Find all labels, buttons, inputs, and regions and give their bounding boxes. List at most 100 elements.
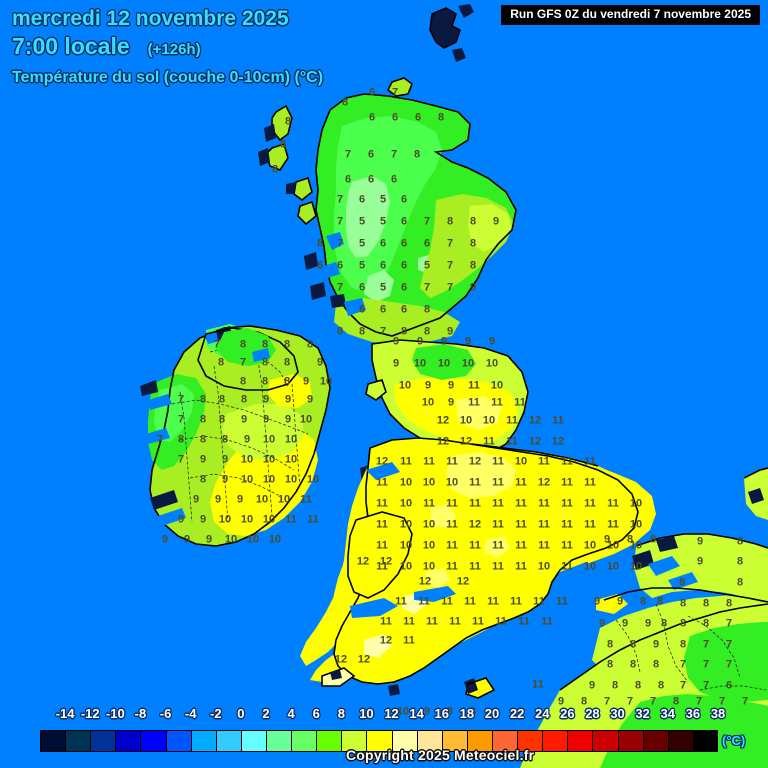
grid-temperature-value: 7 bbox=[626, 695, 634, 708]
grid-temperature-value: 11 bbox=[584, 455, 596, 468]
grid-temperature-value: 6 bbox=[344, 173, 352, 186]
grid-temperature-value: 11 bbox=[607, 518, 619, 531]
grid-temperature-value: 11 bbox=[492, 455, 504, 468]
grid-temperature-value: 8 bbox=[218, 393, 226, 406]
grid-temperature-value: 9 bbox=[284, 393, 292, 406]
grid-temperature-value: 7 bbox=[702, 638, 710, 651]
grid-temperature-value: 11 bbox=[468, 396, 480, 409]
grid-temperature-value: 10 bbox=[399, 497, 413, 510]
grid-temperature-value: 7 bbox=[336, 237, 344, 250]
grid-temperature-value: 11 bbox=[423, 455, 435, 468]
grid-temperature-value: 8 bbox=[652, 658, 660, 671]
grid-temperature-value: 12 bbox=[528, 414, 542, 427]
grid-temperature-value: 8 bbox=[316, 237, 324, 250]
grid-temperature-value: 9 bbox=[236, 493, 244, 506]
grid-temperature-value: 12 bbox=[436, 435, 450, 448]
forecast-time-row: 7:00 locale (+126h) bbox=[12, 33, 201, 60]
color-swatch bbox=[265, 730, 292, 752]
grid-temperature-value: 8 bbox=[284, 115, 292, 128]
color-swatch bbox=[90, 730, 116, 752]
color-swatch bbox=[667, 730, 693, 752]
grid-temperature-value: 7 bbox=[446, 281, 454, 294]
grid-temperature-value: 7 bbox=[603, 695, 611, 708]
grid-temperature-value: 6 bbox=[367, 173, 375, 186]
grid-temperature-value: 9 bbox=[192, 493, 200, 506]
grid-temperature-value: 9 bbox=[696, 555, 704, 568]
grid-temperature-value: 9 bbox=[183, 533, 191, 546]
color-swatch bbox=[416, 730, 442, 752]
grid-temperature-value: 11 bbox=[376, 560, 388, 573]
grid-temperature-value: 10 bbox=[461, 357, 475, 370]
color-swatch bbox=[115, 730, 141, 752]
grid-temperature-value: 10 bbox=[422, 518, 436, 531]
grid-temperature-value: 9 bbox=[177, 513, 185, 526]
grid-temperature-value: 8 bbox=[199, 393, 207, 406]
grid-temperature-value: 11 bbox=[538, 497, 550, 510]
grid-temperature-value: 8 bbox=[199, 433, 207, 446]
grid-temperature-value: 7 bbox=[718, 695, 726, 708]
color-swatch bbox=[316, 730, 342, 752]
grid-temperature-value: 7 bbox=[649, 695, 657, 708]
grid-temperature-value: 10 bbox=[422, 476, 436, 489]
grid-temperature-value: 8 bbox=[657, 679, 665, 692]
region-scotland bbox=[304, 93, 517, 344]
grid-temperature-value: 12 bbox=[459, 435, 473, 448]
grid-temperature-value: 8 bbox=[702, 597, 710, 610]
grid-temperature-value: 6 bbox=[379, 303, 387, 316]
grid-temperature-value: 8 bbox=[283, 338, 291, 351]
grid-temperature-value: 7 bbox=[344, 148, 352, 161]
grid-temperature-value: 9 bbox=[262, 393, 270, 406]
grid-temperature-value: 11 bbox=[514, 396, 526, 409]
grid-temperature-value: 7 bbox=[379, 325, 387, 338]
grid-temperature-value: 11 bbox=[518, 615, 530, 628]
model-run-text: Run GFS 0Z du vendredi 7 novembre 2025 bbox=[510, 7, 751, 21]
grid-temperature-value: 10 bbox=[437, 357, 451, 370]
color-scale-tick-label: 34 bbox=[660, 706, 675, 721]
grid-temperature-value: 6 bbox=[414, 111, 422, 124]
grid-temperature-value: 8 bbox=[679, 597, 687, 610]
grid-temperature-value: 10 bbox=[583, 560, 597, 573]
grid-temperature-value: 8 bbox=[423, 303, 431, 316]
grid-temperature-value: 10 bbox=[606, 560, 620, 573]
grid-temperature-value: 9 bbox=[240, 413, 248, 426]
grid-temperature-value: 12 bbox=[357, 653, 371, 666]
color-scale-tick-label: 6 bbox=[312, 706, 320, 721]
grid-temperature-value: 6 bbox=[400, 193, 408, 206]
color-swatch bbox=[190, 730, 216, 752]
grid-temperature-value: 11 bbox=[561, 455, 573, 468]
grid-temperature-value: 11 bbox=[426, 615, 438, 628]
grid-temperature-value: 8 bbox=[672, 695, 680, 708]
grid-temperature-value: 10 bbox=[268, 533, 282, 546]
color-swatch bbox=[592, 730, 618, 752]
region-shetland bbox=[429, 4, 474, 62]
grid-temperature-value: 7 bbox=[702, 658, 710, 671]
grid-temperature-value: 7 bbox=[423, 215, 431, 228]
grid-temperature-value: 10 bbox=[262, 453, 276, 466]
grid-temperature-value: 8 bbox=[283, 356, 291, 369]
grid-temperature-value: 11 bbox=[561, 539, 573, 552]
grid-temperature-value: 9 bbox=[199, 513, 207, 526]
grid-temperature-value: 11 bbox=[491, 396, 503, 409]
grid-temperature-value: 6 bbox=[400, 215, 408, 228]
color-swatch bbox=[617, 730, 643, 752]
grid-temperature-value: 7 bbox=[725, 617, 733, 630]
grid-temperature-value: 6 bbox=[390, 173, 398, 186]
grid-temperature-value: 6 bbox=[368, 111, 376, 124]
grid-temperature-value: 11 bbox=[584, 476, 596, 489]
grid-temperature-value: 9 bbox=[598, 617, 606, 630]
grid-temperature-value: 8 bbox=[626, 533, 634, 546]
color-swatch bbox=[441, 730, 467, 752]
grid-temperature-value: 11 bbox=[469, 539, 481, 552]
grid-temperature-value: 12 bbox=[375, 455, 389, 468]
grid-temperature-value: 6 bbox=[391, 111, 399, 124]
grid-temperature-value: 7 bbox=[177, 413, 185, 426]
grid-temperature-value: 11 bbox=[492, 497, 504, 510]
grid-temperature-value: 8 bbox=[606, 638, 614, 651]
color-scale-tick-label: 22 bbox=[509, 706, 525, 721]
grid-temperature-value: 8 bbox=[634, 679, 642, 692]
grid-temperature-value: 11 bbox=[469, 560, 481, 573]
color-scale-tick-label: 10 bbox=[359, 706, 374, 721]
grid-temperature-value: 10 bbox=[445, 476, 459, 489]
grid-temperature-value: 9 bbox=[492, 215, 500, 228]
grid-temperature-value: 10 bbox=[583, 539, 597, 552]
